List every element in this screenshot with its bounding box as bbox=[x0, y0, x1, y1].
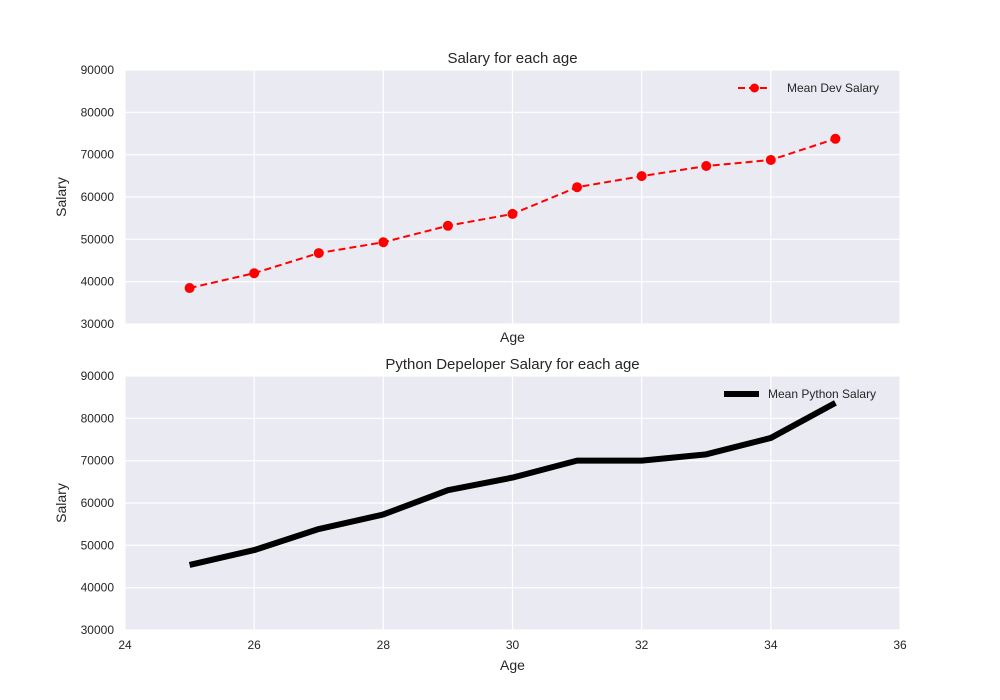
chart-panel-2: 30000 40000 50000 60000 70000 80000 90000 24 26 2… bbox=[53, 356, 907, 673]
data-point bbox=[830, 133, 841, 144]
legend-marker bbox=[750, 83, 759, 93]
x-tick-label: 30 bbox=[506, 638, 520, 652]
data-point bbox=[442, 220, 453, 231]
x-tick-label: 34 bbox=[764, 638, 778, 652]
y-tick-label: 60000 bbox=[81, 190, 115, 204]
x-axis-label: Age bbox=[500, 329, 525, 345]
x-axis-label: Age bbox=[500, 657, 525, 673]
y-tick-label: 70000 bbox=[81, 148, 115, 162]
x-tick-label: 24 bbox=[118, 638, 132, 652]
chart-panel-1: 30000 40000 50000 60000 70000 80000 90000 Salar… bbox=[53, 50, 901, 345]
data-point bbox=[184, 283, 195, 294]
x-tick-label: 26 bbox=[247, 638, 261, 652]
data-point bbox=[636, 171, 647, 182]
x-tick-label: 36 bbox=[893, 638, 907, 652]
series-line bbox=[188, 400, 837, 568]
y-tick-label: 40000 bbox=[81, 581, 115, 595]
y-tick-label: 70000 bbox=[81, 454, 115, 468]
y-tick-label: 30000 bbox=[81, 317, 115, 331]
y-tick-label: 40000 bbox=[81, 275, 115, 289]
chart-title: Python Depeloper Salary for each age bbox=[385, 356, 639, 373]
y-tick-label: 80000 bbox=[81, 411, 115, 425]
data-point bbox=[249, 268, 260, 279]
y-tick-label: 80000 bbox=[81, 105, 115, 119]
y-tick-label: 90000 bbox=[81, 369, 115, 383]
y-tick-label: 60000 bbox=[81, 496, 115, 510]
data-point bbox=[507, 208, 518, 219]
data-point bbox=[378, 237, 389, 248]
data-point bbox=[701, 161, 712, 172]
y-tick-label: 50000 bbox=[81, 232, 115, 246]
x-tick-label: 32 bbox=[635, 638, 649, 652]
data-point bbox=[572, 182, 583, 193]
legend-label: Mean Python Salary bbox=[768, 387, 876, 401]
y-axis-label: Salary bbox=[53, 483, 69, 523]
y-tick-label: 30000 bbox=[81, 623, 115, 637]
y-tick-label: 90000 bbox=[81, 63, 115, 77]
data-point bbox=[313, 248, 324, 259]
x-tick-label: 28 bbox=[377, 638, 391, 652]
y-axis-label: Salary bbox=[53, 177, 69, 217]
chart-title: Salary for each age bbox=[447, 50, 577, 67]
y-tick-label: 50000 bbox=[81, 538, 115, 552]
data-point bbox=[765, 154, 776, 165]
legend-label: Mean Dev Salary bbox=[787, 81, 879, 95]
